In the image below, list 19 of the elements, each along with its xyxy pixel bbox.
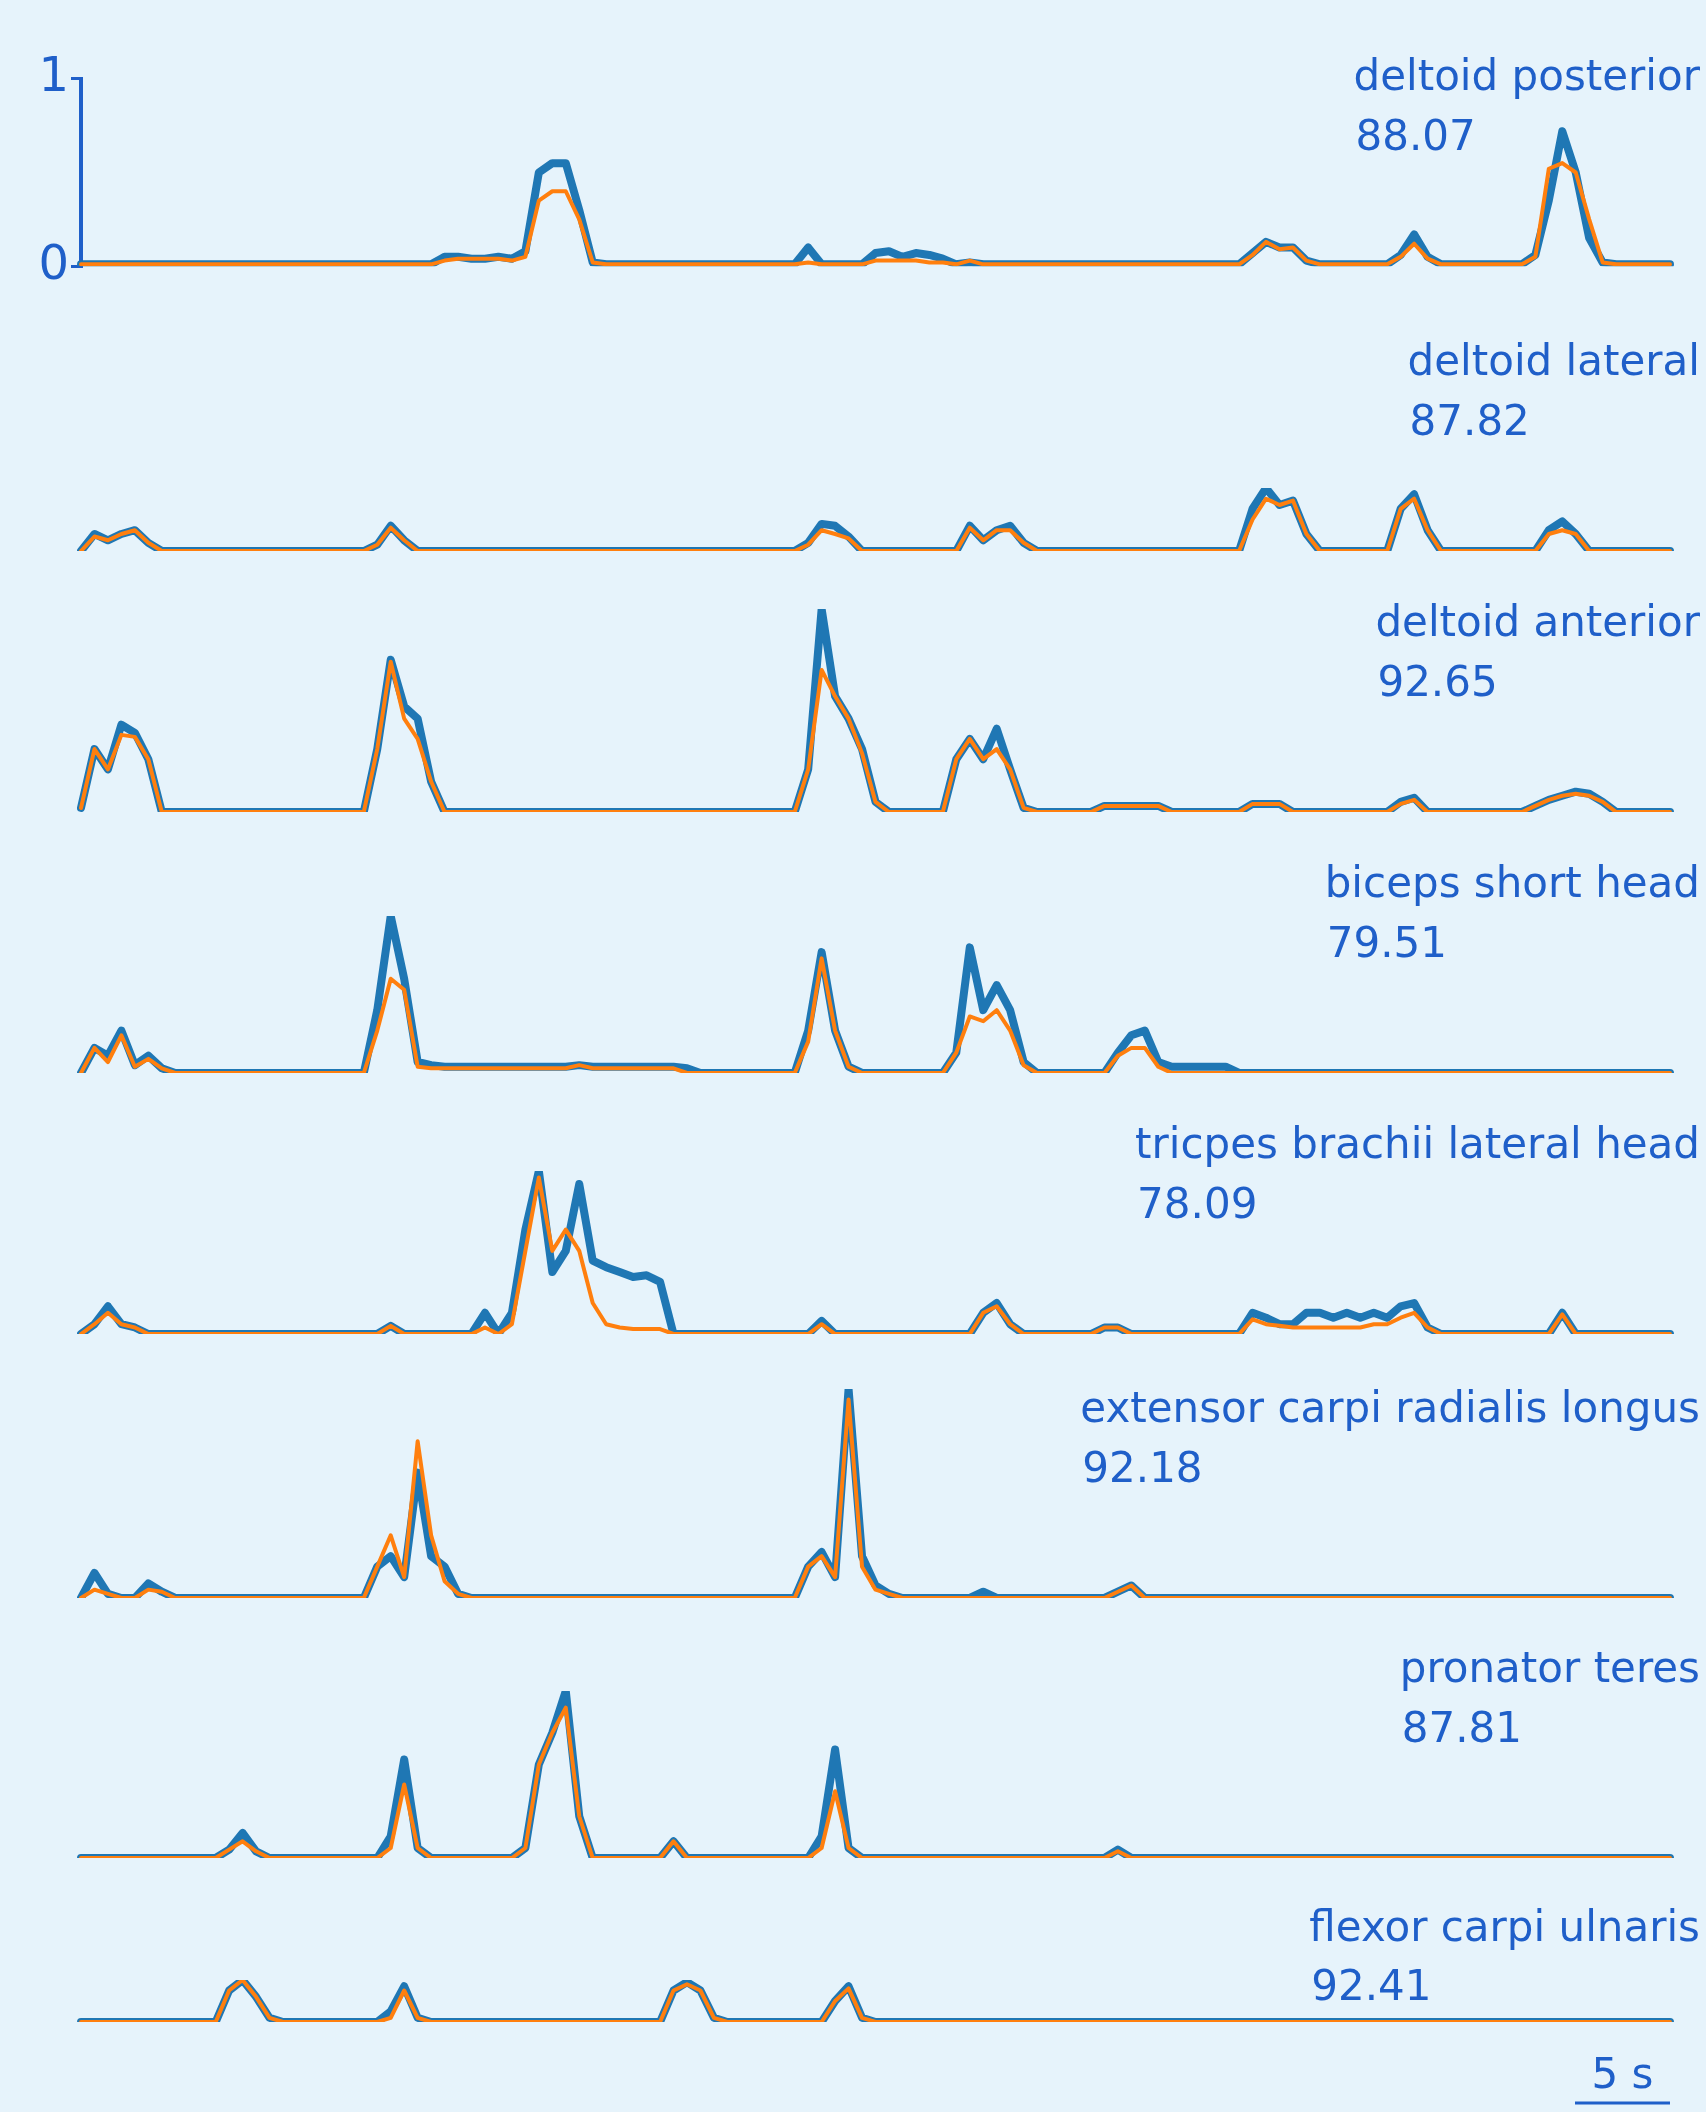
annotation: 92.18	[1082, 1443, 1203, 1492]
annotation: 87.81	[1401, 1703, 1523, 1752]
chart-title: extensor carpi radialis longus	[1080, 1383, 1701, 1432]
chart-title: biceps short head	[1324, 858, 1700, 907]
annotation: 78.09	[1137, 1179, 1258, 1228]
text: 87.82	[1409, 396, 1530, 445]
annotation: 92.41	[1311, 1961, 1432, 2010]
chart-title: tricpes brachii lateral head	[1135, 1119, 1700, 1168]
chart-title: deltoid lateral	[1407, 336, 1701, 385]
y-tick-label: 1	[38, 46, 69, 103]
y-tick-label: 0	[38, 233, 69, 290]
annotation: 92.65	[1377, 657, 1498, 706]
chart-title: pronator teres	[1399, 1643, 1700, 1692]
text: 5 s	[1591, 2049, 1654, 2098]
chart-title: flexor carpi ulnaris	[1309, 1902, 1701, 1951]
annotation: 88.07	[1355, 111, 1476, 161]
chart-title: deltoid anterior	[1375, 597, 1701, 646]
annotation: 79.51	[1326, 918, 1447, 967]
chart-title: deltoid posterior	[1353, 51, 1701, 101]
